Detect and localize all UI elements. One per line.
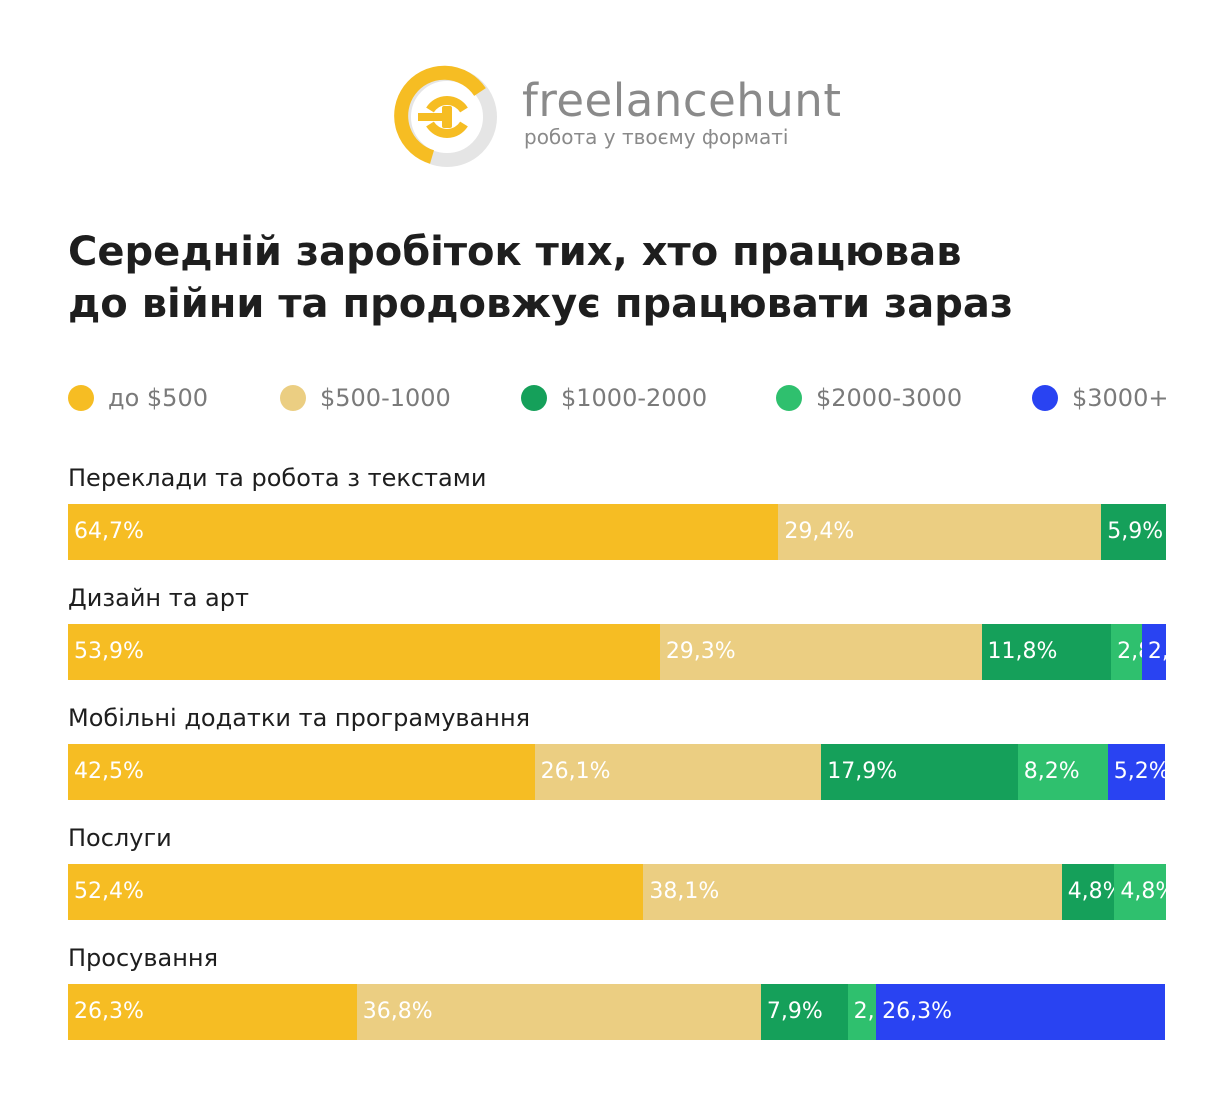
bar-value-label: 26,3%: [74, 999, 144, 1024]
legend-label: $2000-3000: [816, 384, 963, 412]
legend-swatch: [280, 385, 306, 411]
bar-value-label: 52,4%: [74, 879, 144, 904]
bar-segment-2000-3000: 4,8%: [1114, 864, 1166, 920]
bar-segment-1000-2000: 11,8%: [981, 624, 1112, 680]
bar-value-label: 36,8%: [362, 999, 433, 1024]
bar-segment-under-500: 52,4%: [68, 864, 644, 920]
bar-value-label: 38,1%: [649, 879, 720, 904]
bar-value-label: 2,6%: [853, 999, 877, 1024]
bar-segment-under-500: 42,5%: [68, 744, 536, 800]
bar-value-label: 64,7%: [74, 519, 144, 544]
chart-legend: до $500 $500-1000 $1000-2000 $2000-3000 …: [68, 380, 1168, 416]
bar-value-label: 5,9%: [1107, 519, 1164, 544]
bar-value-label: 29,3%: [665, 639, 736, 664]
bar-segment-500-1000: 26,1%: [534, 744, 822, 800]
row-label: Дизайн та арт: [68, 584, 249, 612]
legend-label: до $500: [108, 384, 208, 412]
bar-value-label: 4,8%: [1067, 879, 1115, 904]
bar-value-label: 26,1%: [540, 759, 611, 784]
chart-title-line-2: до війни та продовжує працювати зараз: [68, 281, 1014, 327]
legend-item-500-1000: $500-1000: [280, 380, 451, 416]
legend-item-under-500: до $500: [68, 380, 208, 416]
stacked-bar: 53,9% 29,3% 11,8% 2,8% 2,2%: [68, 624, 1166, 680]
brand-logo: freelancehunt робота у твоєму форматі: [392, 62, 852, 172]
bar-value-label: 42,5%: [74, 759, 144, 784]
bar-segment-3000-plus: 2,2%: [1141, 624, 1166, 680]
legend-label: $1000-2000: [561, 384, 708, 412]
row-label: Послуги: [68, 824, 172, 852]
bar-segment-2000-3000: 2,6%: [847, 984, 877, 1040]
bar-segment-500-1000: 29,4%: [778, 504, 1102, 560]
bar-segment-3000-plus: 26,3%: [876, 984, 1166, 1040]
chart-title: Середній заробіток тих, хто працював до …: [68, 226, 1168, 330]
legend-item-1000-2000: $1000-2000: [521, 380, 707, 416]
legend-label: $3000+: [1072, 384, 1169, 412]
freelancehunt-logo-icon: [394, 65, 497, 167]
bar-value-label: 17,9%: [827, 759, 898, 784]
bar-segment-500-1000: 36,8%: [356, 984, 762, 1040]
bar-segment-under-500: 26,3%: [68, 984, 358, 1040]
bar-value-label: 7,9%: [766, 999, 823, 1024]
stacked-bar: 52,4% 38,1% 4,8%4,8%: [68, 864, 1166, 920]
row-label: Мобільні додатки та програмування: [68, 704, 531, 732]
bar-segment-1000-2000: 7,9%: [760, 984, 849, 1040]
row-label: Просування: [68, 944, 219, 972]
legend-item-3000-plus: $3000+: [1032, 380, 1168, 416]
bar-segment-500-1000: 29,3%: [659, 624, 983, 680]
brand-name: freelancehunt: [522, 74, 842, 127]
legend-swatch: [68, 385, 94, 411]
stacked-bar: 42,5% 26,1% 17,9% 8,2% 5,2%: [68, 744, 1166, 800]
chart-title-line-1: Середній заробіток тих, хто працював: [68, 229, 962, 275]
legend-swatch: [1032, 385, 1058, 411]
brand-tagline: робота у твоєму форматі: [524, 125, 789, 149]
bar-value-label: 2,2%: [1147, 639, 1166, 664]
legend-item-2000-3000: $2000-3000: [776, 380, 962, 416]
bar-segment-1000-2000: 4,8%: [1061, 864, 1115, 920]
bar-segment-500-1000: 38,1%: [643, 864, 1063, 920]
bar-value-label: 53,9%: [74, 639, 144, 664]
legend-swatch: [521, 385, 547, 411]
bar-segment-2000-3000: 8,2%: [1017, 744, 1109, 800]
bar-segment-under-500: 53,9%: [68, 624, 661, 680]
legend-label: $500-1000: [320, 384, 451, 412]
bar-value-label: 2,8%: [1117, 639, 1142, 664]
bar-segment-1000-2000: 17,9%: [821, 744, 1019, 800]
bar-segment-under-500: 64,7%: [68, 504, 779, 560]
bar-segment-1000-2000: 5,9%: [1101, 504, 1166, 560]
bar-value-label: 11,8%: [987, 639, 1058, 664]
row-label: Переклади та робота з текстами: [68, 464, 487, 492]
bar-value-label: 29,4%: [784, 519, 855, 544]
bar-segment-2000-3000: 2,8%: [1111, 624, 1143, 680]
legend-swatch: [776, 385, 802, 411]
bar-value-label: 26,3%: [882, 999, 953, 1024]
stacked-bar: 64,7% 29,4% 5,9%: [68, 504, 1166, 560]
bar-value-label: 5,2%: [1113, 759, 1166, 784]
bar-segment-3000-plus: 5,2%: [1107, 744, 1166, 800]
stacked-bar: 26,3%36,8%7,9%2,6%26,3%: [68, 984, 1166, 1040]
bar-value-label: 8,2%: [1023, 759, 1080, 784]
bar-value-label: 4,8%: [1120, 879, 1166, 904]
